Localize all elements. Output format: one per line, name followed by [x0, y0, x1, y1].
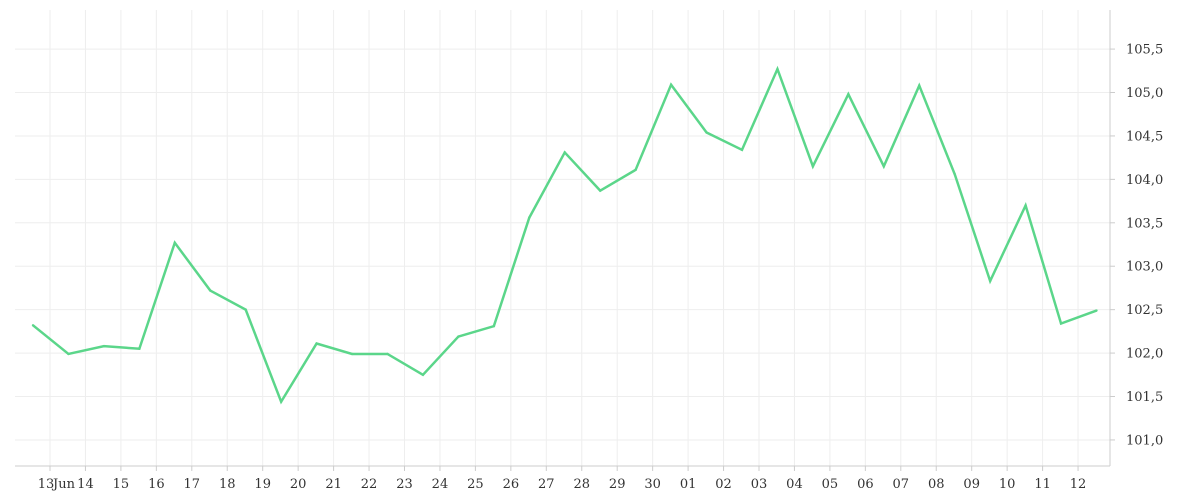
- x-tick-label: 26: [503, 477, 520, 492]
- x-tick-label: 16: [148, 477, 165, 492]
- data-point: [279, 400, 283, 403]
- data-point: [740, 148, 744, 152]
- y-tick-label: 105,0: [1126, 86, 1163, 101]
- x-tick-label: 17: [184, 477, 201, 492]
- data-point: [811, 165, 815, 168]
- data-point: [102, 344, 106, 348]
- data-point: [492, 324, 496, 328]
- x-tick-label: 22: [361, 477, 378, 492]
- y-tick-label: 101,0: [1126, 433, 1163, 448]
- data-point: [173, 241, 176, 244]
- data-point: [386, 352, 389, 356]
- data-point: [1024, 204, 1027, 207]
- y-tick-label: 102,5: [1126, 303, 1163, 318]
- data-point: [421, 373, 425, 376]
- data-point: [1059, 322, 1063, 325]
- x-tick-label: 27: [538, 477, 555, 492]
- data-point: [244, 308, 247, 311]
- data-point: [776, 67, 779, 71]
- x-tick-label: 29: [609, 477, 626, 492]
- data-point: [705, 131, 708, 134]
- data-point: [882, 165, 885, 168]
- data-point: [599, 189, 602, 192]
- x-tick-label: 10: [999, 477, 1016, 492]
- data-point: [457, 335, 460, 338]
- data-point: [563, 151, 566, 154]
- data-point: [350, 352, 354, 356]
- x-tick-label: 02: [715, 477, 732, 492]
- x-tick-label: 14: [77, 477, 94, 492]
- x-tick-label: 04: [786, 477, 803, 492]
- data-point: [1095, 309, 1098, 312]
- y-tick-label: 104,5: [1126, 129, 1163, 144]
- x-tick-label: 21: [325, 477, 342, 492]
- data-point: [528, 216, 531, 219]
- x-tick-label: 23: [396, 477, 413, 492]
- horizontal-gridlines: [15, 48, 1110, 441]
- data-point: [209, 289, 212, 292]
- x-tick-label: 09: [963, 477, 980, 492]
- x-tick-label: 11: [1034, 477, 1051, 492]
- x-tick-label: 06: [857, 477, 874, 492]
- x-tick-label: 12: [1070, 477, 1087, 492]
- x-tick-label: 03: [751, 477, 768, 492]
- data-point: [988, 279, 992, 283]
- series-line: [32, 65, 1097, 405]
- y-tick-label: 102,0: [1126, 347, 1163, 362]
- data-point: [918, 84, 921, 87]
- y-axis: 101,0 101,5 102,0 102,5 103,0 103,5 104,0 104,5…: [1110, 43, 1163, 448]
- data-point: [847, 93, 850, 96]
- data-point: [634, 168, 637, 172]
- x-tick-label: 15: [113, 477, 130, 492]
- x-tick-label: 30: [644, 477, 661, 492]
- x-tick-label: 18: [219, 477, 236, 492]
- y-tick-label: 103,0: [1126, 260, 1163, 275]
- x-tick-label: 13: [38, 477, 55, 492]
- data-point: [315, 342, 318, 345]
- x-tick-label: 25: [467, 477, 484, 492]
- data-point: [67, 352, 70, 356]
- x-tick-label: 24: [432, 477, 449, 492]
- data-point: [953, 172, 956, 176]
- y-tick-label: 105,5: [1126, 43, 1163, 58]
- x-tick-label: 28: [573, 477, 590, 492]
- x-tick-label: 07: [893, 477, 910, 492]
- data-point: [138, 347, 141, 350]
- x-tick-label: 05: [822, 477, 839, 492]
- data-points: [31, 67, 1098, 403]
- y-tick-label: 103,5: [1126, 216, 1163, 231]
- y-tick-label: 104,0: [1126, 173, 1163, 188]
- y-tick-label: 101,5: [1126, 390, 1163, 405]
- x-tick-label: 08: [928, 477, 945, 492]
- vertical-gridlines: [49, 10, 1079, 466]
- data-point: [669, 83, 673, 86]
- x-tick-label: 20: [290, 477, 307, 492]
- x-tick-label: 19: [254, 477, 271, 492]
- data-point: [31, 324, 35, 327]
- x-month-label: Jun: [51, 477, 76, 492]
- x-tick-label: 01: [680, 477, 697, 492]
